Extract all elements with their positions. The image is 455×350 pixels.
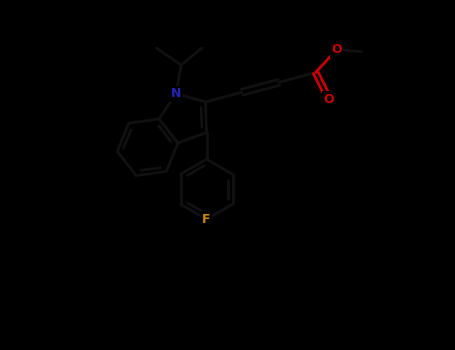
Text: O: O [331, 43, 342, 56]
Text: F: F [202, 213, 211, 226]
Text: O: O [324, 93, 334, 106]
Text: N: N [171, 87, 181, 100]
